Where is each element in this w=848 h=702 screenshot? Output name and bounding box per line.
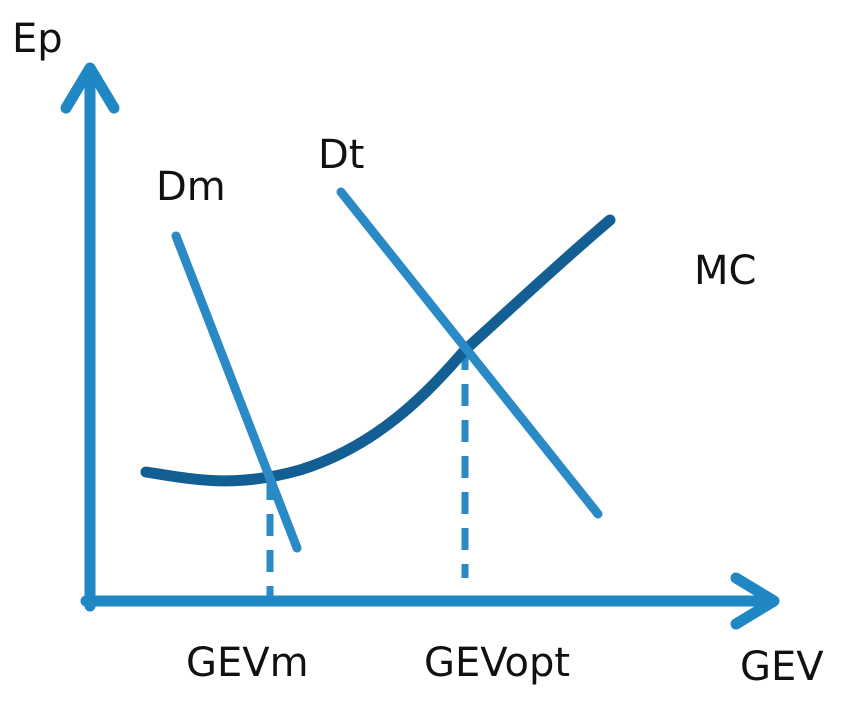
dm-line: [171, 231, 302, 553]
y-axis-arrowhead: [60, 62, 120, 114]
x-axis-label: GEV: [740, 644, 824, 690]
mc-curve: [140, 214, 616, 487]
x-axis-arrowhead: [730, 572, 780, 630]
axes: [60, 62, 780, 630]
gevm-label: GEVm: [186, 640, 309, 686]
dt-line: [336, 187, 603, 519]
dm-label: Dm: [156, 164, 226, 210]
gevopt-label: GEVopt: [424, 640, 570, 686]
y-axis-label: Ep: [12, 16, 63, 62]
dt-label: Dt: [318, 132, 364, 178]
mc-label: MC: [694, 248, 756, 294]
